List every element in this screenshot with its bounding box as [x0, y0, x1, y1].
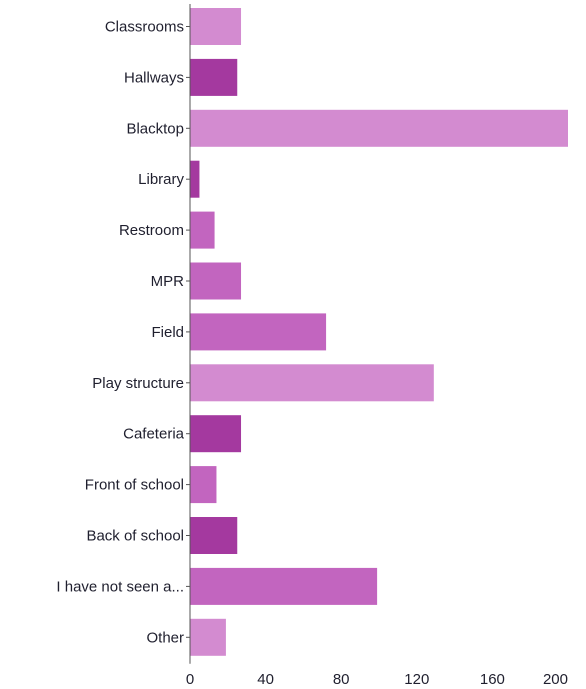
category-label: Back of school — [86, 528, 184, 545]
bar — [190, 211, 215, 249]
x-tick-label: 40 — [257, 671, 274, 688]
bar — [190, 58, 238, 96]
category-label: Classrooms — [105, 19, 184, 36]
category-label: Blacktop — [126, 120, 184, 137]
category-label: Hallways — [124, 69, 184, 86]
bar — [190, 160, 200, 198]
x-tick-label: 80 — [333, 671, 350, 688]
category-label: MPR — [151, 273, 185, 290]
bar — [190, 8, 242, 45]
bar — [190, 517, 238, 554]
category-label: Play structure — [92, 375, 184, 392]
category-label: I have not seen a... — [56, 578, 184, 595]
bar — [190, 109, 568, 147]
category-label: Library — [138, 171, 184, 188]
bar — [190, 262, 242, 300]
category-label: Field — [151, 324, 184, 341]
bar — [190, 313, 327, 351]
bar — [190, 415, 242, 453]
bar — [190, 466, 217, 504]
x-tick-label: 120 — [404, 671, 429, 688]
x-axis-ticks: 0 40 80 120 160 200 — [186, 671, 568, 688]
category-label: Cafeteria — [123, 426, 185, 443]
bar — [190, 364, 434, 402]
category-labels: Classrooms Hallways Blacktop Library Restroo… — [56, 19, 190, 646]
category-label: Restroom — [119, 222, 184, 239]
category-label: Other — [146, 629, 184, 646]
x-tick-label: 200 — [543, 671, 568, 688]
x-tick-label: 0 — [186, 671, 194, 688]
bars-group — [190, 8, 568, 656]
bar — [190, 567, 378, 605]
x-tick-label: 160 — [480, 671, 505, 688]
category-label: Front of school — [85, 477, 184, 494]
bar — [190, 618, 226, 656]
